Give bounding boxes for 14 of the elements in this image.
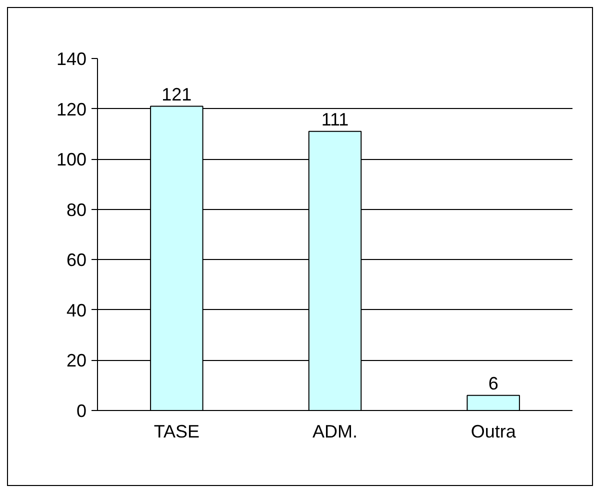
y-tick-label: 60 [66, 250, 87, 270]
y-tick-label: 100 [56, 150, 87, 170]
x-tick-label: ADM. [312, 422, 358, 442]
data-label: 121 [162, 84, 192, 104]
y-tick-label: 140 [56, 49, 87, 69]
y-tick-label: 0 [76, 401, 87, 421]
x-tick-label: TASE [154, 422, 200, 442]
data-label: 6 [488, 373, 498, 394]
y-tick-label: 120 [56, 99, 87, 120]
y-tick-label: 40 [66, 300, 87, 320]
x-tick-label: Outra [470, 422, 517, 442]
y-tick-label: 20 [66, 350, 87, 371]
data-label: 111 [321, 109, 349, 130]
y-tick-label: 80 [66, 200, 87, 220]
